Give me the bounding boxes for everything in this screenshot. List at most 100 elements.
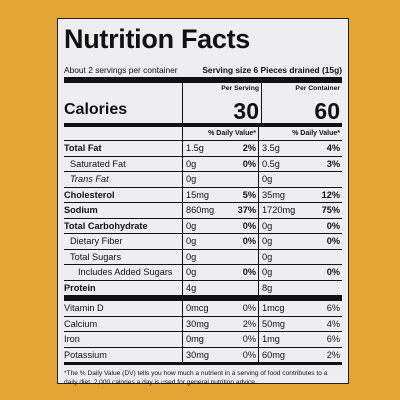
- per-container-cell: 50mg 4%: [258, 316, 342, 331]
- footnote: *The % Daily Value (DV) tells you how mu…: [64, 370, 328, 386]
- nutrient-name: Total Sugars: [70, 251, 122, 262]
- per-container-header: Per Container: [295, 85, 340, 92]
- serving-size: Serving size 6 Pieces drained (15g): [202, 65, 342, 75]
- dv-header-serving: % Daily Value*: [182, 127, 258, 140]
- table-row: Potassium 30mg 0% 60mg 2%: [64, 347, 342, 365]
- calories-label: Calories: [64, 101, 128, 118]
- per-serving-cell: 15mg 5%: [182, 187, 258, 202]
- table-row: Cholesterol 15mg 5% 35mg 12%: [64, 187, 342, 203]
- daily-value-percent: 4%: [326, 318, 340, 329]
- daily-value-percent: 0%: [242, 303, 256, 313]
- amount: 1mcg: [262, 303, 285, 313]
- per-container-cell: 0g 0%: [258, 265, 342, 280]
- daily-value-percent: 0%: [326, 220, 340, 231]
- daily-value-percent: 75%: [321, 205, 340, 215]
- per-container-cell: 0g: [258, 172, 342, 187]
- per-serving-cell: 0g: [182, 249, 258, 264]
- amount: 0g: [262, 174, 273, 184]
- amount: 60mg: [262, 349, 285, 360]
- daily-value-percent: 5%: [242, 189, 256, 200]
- per-container-cell: 0g 0%: [258, 218, 342, 233]
- nutrient-name: Sodium: [64, 205, 98, 215]
- calories-per-serving-value: 30: [233, 98, 259, 124]
- nutrient-name: Trans Fat: [70, 174, 109, 184]
- daily-value-percent: 3%: [326, 158, 340, 169]
- nutrition-facts-panel: Nutrition Facts About 2 servings per con…: [57, 18, 349, 386]
- per-serving-cell: 0g 0%: [182, 218, 258, 233]
- amount: 35mg: [262, 189, 285, 200]
- nutrient-name: Iron: [64, 334, 80, 344]
- per-container-cell: 3.5g 4%: [258, 141, 342, 156]
- daily-value-percent: 37%: [237, 205, 256, 215]
- per-serving-cell: 0g 0%: [182, 234, 258, 249]
- amount: 0.5g: [262, 158, 280, 169]
- daily-value-percent: 6%: [326, 334, 340, 344]
- daily-value-percent: 0%: [326, 236, 340, 246]
- per-serving-cell: 0g: [182, 172, 258, 187]
- per-container-cell: 0g 0%: [258, 234, 342, 249]
- table-row: Calcium 30mg 2% 50mg 4%: [64, 316, 342, 332]
- daily-value-percent: 0%: [242, 349, 256, 360]
- per-serving-cell: 30mg 0%: [182, 347, 258, 362]
- daily-value-percent: 6%: [326, 303, 340, 313]
- table-row: Saturated Fat 0g 0% 0.5g 3%: [64, 156, 342, 172]
- per-serving-cell: 0g 0%: [182, 265, 258, 280]
- daily-value-percent: 2%: [242, 318, 256, 329]
- daily-value-percent: 0%: [242, 267, 256, 277]
- nutrient-name: Protein: [64, 282, 96, 293]
- amount: 0g: [186, 267, 197, 277]
- amount: 30mg: [186, 318, 209, 329]
- dv-header-container: % Daily Value*: [258, 127, 342, 140]
- daily-value-percent: 4%: [326, 143, 340, 153]
- table-row: Includes Added Sugars 0g 0% 0g 0%: [64, 265, 342, 281]
- per-serving-cell: 4g: [182, 280, 258, 295]
- amount: 30mg: [186, 349, 209, 360]
- per-container-cell: 1mcg 6%: [258, 301, 342, 316]
- nutrient-name: Calcium: [64, 318, 98, 329]
- daily-value-percent: 0%: [242, 334, 256, 344]
- servings-row: About 2 servings per container Serving s…: [64, 58, 342, 83]
- table-row: Dietary Fiber 0g 0% 0g 0%: [64, 234, 342, 250]
- per-container-cell: 35mg 12%: [258, 187, 342, 202]
- calories-per-serving: Per Serving 30: [182, 83, 261, 123]
- table-row: Total Carbohydrate 0g 0% 0g 0%: [64, 218, 342, 234]
- daily-value-percent: 2%: [242, 143, 256, 153]
- amount: 0g: [262, 267, 273, 277]
- amount: 50mg: [262, 318, 285, 329]
- servings-per-container: About 2 servings per container: [64, 65, 178, 75]
- table-row: Protein 4g 8g: [64, 280, 342, 301]
- nutrient-name: Total Fat: [64, 143, 102, 153]
- per-container-cell: 60mg 2%: [258, 347, 342, 362]
- per-serving-cell: 1.5g 2%: [182, 141, 258, 156]
- amount: 0mcg: [186, 303, 209, 313]
- nutrient-name: Cholesterol: [64, 189, 115, 200]
- daily-value-percent: 0%: [326, 267, 340, 277]
- nutrient-name: Total Carbohydrate: [64, 220, 148, 231]
- nutrient-name: Saturated Fat: [70, 158, 126, 169]
- calories-per-container-value: 60: [314, 98, 340, 124]
- daily-value-percent: 0%: [242, 158, 256, 169]
- amount: 1720mg: [262, 205, 296, 215]
- amount: 0g: [262, 251, 273, 262]
- per-container-cell: 1720mg 75%: [258, 203, 342, 218]
- amount: 4g: [186, 282, 197, 293]
- table-row: Trans Fat 0g 0g: [64, 172, 342, 188]
- amount: 0g: [186, 174, 197, 184]
- table-row: Iron 0mg 0% 1mg 6%: [64, 332, 342, 348]
- calories-per-container: Per Container 60: [261, 83, 342, 123]
- daily-value-header-row: % Daily Value* % Daily Value*: [64, 127, 342, 141]
- amount: 0g: [262, 236, 273, 246]
- panel-title: Nutrition Facts: [64, 24, 251, 54]
- per-serving-cell: 0g 0%: [182, 156, 258, 171]
- per-serving-cell: 30mg 2%: [182, 316, 258, 331]
- per-serving-cell: 860mg 37%: [182, 203, 258, 218]
- nutrient-name: Potassium: [64, 349, 107, 360]
- amount: 1.5g: [186, 143, 204, 153]
- amount: 860mg: [186, 205, 215, 215]
- per-container-cell: 0g: [258, 249, 342, 264]
- amount: 0g: [186, 158, 197, 169]
- per-container-cell: 1mg 6%: [258, 332, 342, 347]
- per-serving-cell: 0mcg 0%: [182, 301, 258, 316]
- per-container-cell: 8g: [258, 280, 342, 295]
- nutrient-name: Dietary Fiber: [70, 236, 123, 246]
